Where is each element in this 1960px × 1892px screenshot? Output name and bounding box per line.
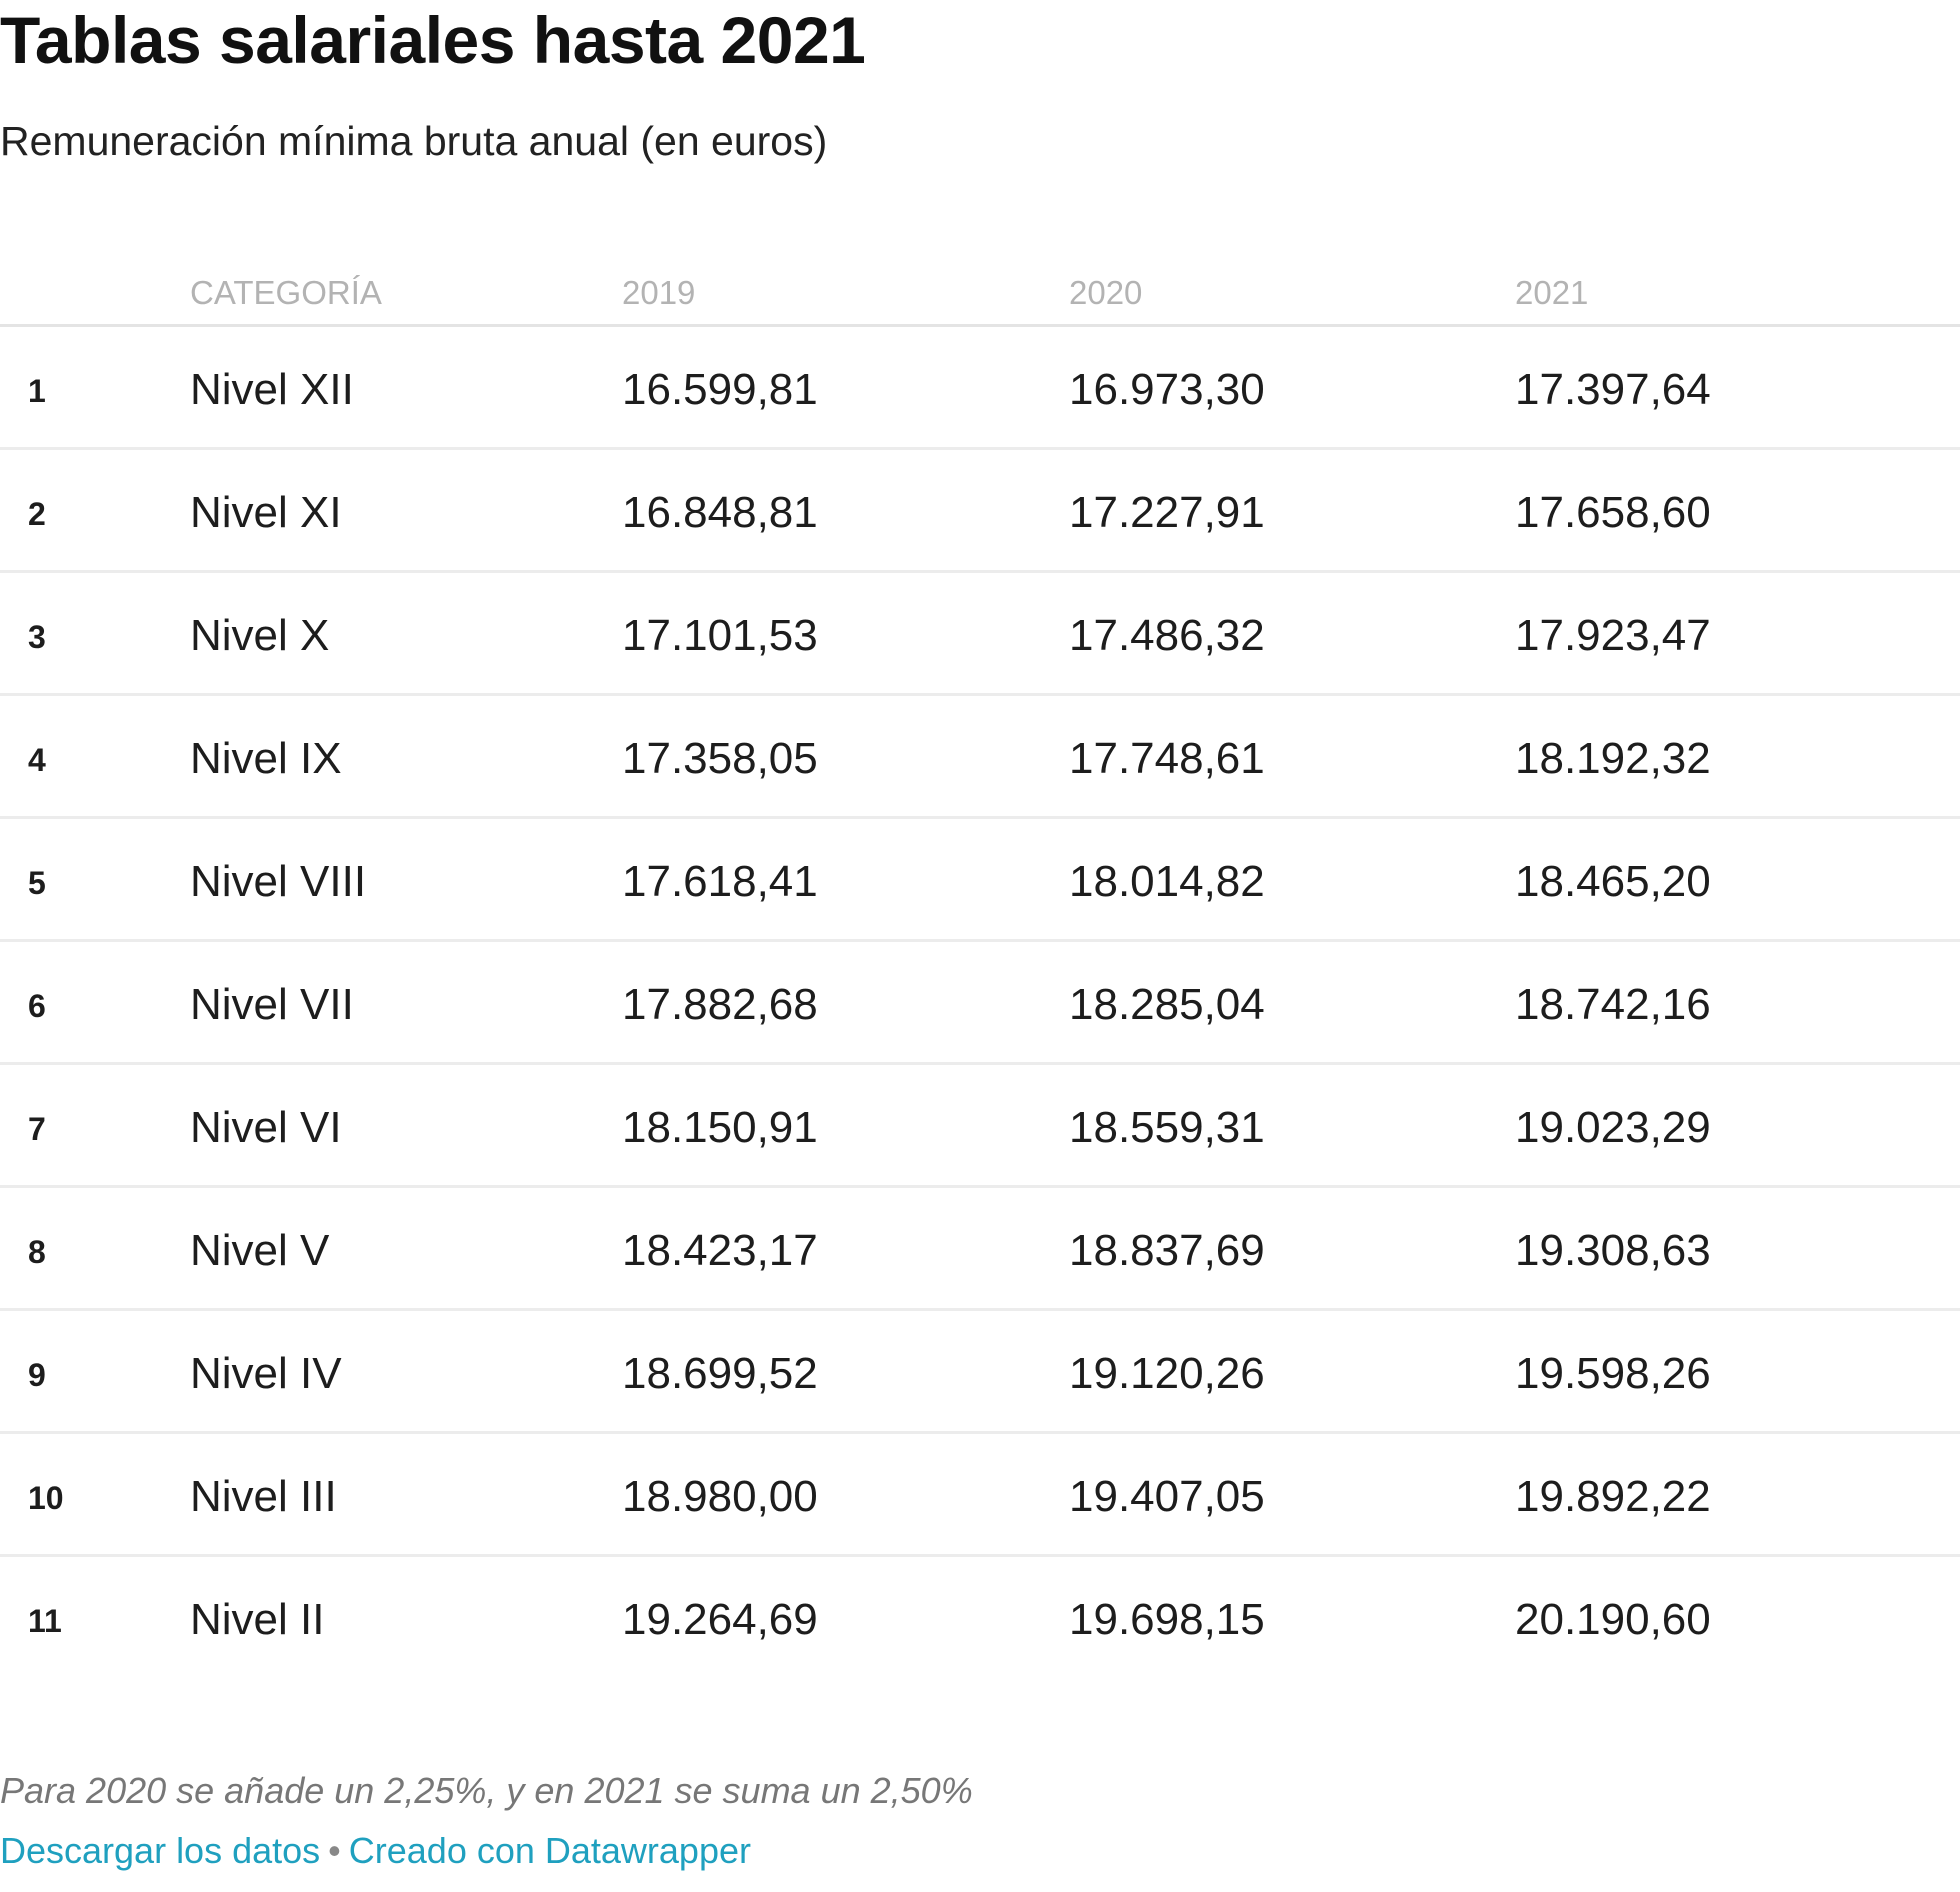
- salary-table: CATEGORÍA 2019 2020 2021 1 Nivel XII 16.59…: [0, 262, 1960, 1677]
- value-2021-cell: 18.192,32: [1515, 734, 1711, 783]
- category-cell: Nivel VII: [190, 980, 354, 1029]
- category-cell: Nivel IV: [190, 1349, 342, 1398]
- datawrapper-credit-link[interactable]: Creado con Datawrapper: [348, 1830, 751, 1871]
- table-row: 10 Nivel III 18.980,00 19.407,05 19.892,22: [0, 1434, 1960, 1557]
- separator: •: [328, 1830, 341, 1871]
- value-2020-cell: 19.120,26: [1069, 1349, 1265, 1398]
- category-cell: Nivel XII: [190, 365, 354, 414]
- value-2019-cell: 18.980,00: [622, 1472, 818, 1521]
- table-row: 9 Nivel IV 18.699,52 19.120,26 19.598,26: [0, 1311, 1960, 1434]
- value-2019-cell: 17.101,53: [622, 611, 818, 660]
- table-row: 1 Nivel XII 16.599,81 16.973,30 17.397,64: [0, 327, 1960, 450]
- category-cell: Nivel III: [190, 1472, 337, 1521]
- table-row: 3 Nivel X 17.101,53 17.486,32 17.923,47: [0, 573, 1960, 696]
- value-2019-cell: 17.882,68: [622, 980, 818, 1029]
- value-2021-cell: 18.465,20: [1515, 857, 1711, 906]
- table-row: 6 Nivel VII 17.882,68 18.285,04 18.742,16: [0, 942, 1960, 1065]
- value-2021-cell: 17.397,64: [1515, 365, 1711, 414]
- value-2019-cell: 18.150,91: [622, 1103, 818, 1152]
- value-2019-cell: 18.423,17: [622, 1226, 818, 1275]
- category-cell: Nivel IX: [190, 734, 342, 783]
- value-2021-cell: 19.023,29: [1515, 1103, 1711, 1152]
- page-subtitle: Remuneración mínima bruta anual (en euro…: [0, 118, 828, 164]
- value-2021-cell: 17.658,60: [1515, 488, 1711, 537]
- column-header-2019[interactable]: 2019: [622, 274, 696, 311]
- page-title: Tablas salariales hasta 2021: [0, 3, 866, 77]
- row-number: 10: [28, 1480, 64, 1516]
- row-number: 9: [28, 1357, 46, 1393]
- table-row: 8 Nivel V 18.423,17 18.837,69 19.308,63: [0, 1188, 1960, 1311]
- value-2020-cell: 17.227,91: [1069, 488, 1265, 537]
- value-2021-cell: 19.892,22: [1515, 1472, 1711, 1521]
- value-2021-cell: 18.742,16: [1515, 980, 1711, 1029]
- value-2020-cell: 19.698,15: [1069, 1595, 1265, 1644]
- value-2021-cell: 19.598,26: [1515, 1349, 1711, 1398]
- row-number: 3: [28, 619, 46, 655]
- row-number: 2: [28, 496, 46, 532]
- value-2020-cell: 19.407,05: [1069, 1472, 1265, 1521]
- value-2019-cell: 16.599,81: [622, 365, 818, 414]
- table-row: 11 Nivel II 19.264,69 19.698,15 20.190,60: [0, 1557, 1960, 1677]
- row-number: 5: [28, 865, 46, 901]
- category-cell: Nivel II: [190, 1595, 325, 1644]
- value-2019-cell: 18.699,52: [622, 1349, 818, 1398]
- row-number: 7: [28, 1111, 46, 1147]
- value-2020-cell: 18.014,82: [1069, 857, 1265, 906]
- table-row: 5 Nivel VIII 17.618,41 18.014,82 18.465,20: [0, 819, 1960, 942]
- column-header-2021[interactable]: 2021: [1515, 274, 1589, 311]
- download-data-link[interactable]: Descargar los datos: [0, 1830, 321, 1871]
- column-header-category[interactable]: CATEGORÍA: [190, 274, 382, 311]
- table-row: 7 Nivel VI 18.150,91 18.559,31 19.023,29: [0, 1065, 1960, 1188]
- category-cell: Nivel VIII: [190, 857, 367, 906]
- footer-links: Descargar los datos • Creado con Datawrapp…: [0, 1830, 751, 1872]
- row-number: 1: [28, 373, 46, 409]
- value-2020-cell: 17.486,32: [1069, 611, 1265, 660]
- category-cell: Nivel X: [190, 611, 330, 660]
- value-2019-cell: 17.618,41: [622, 857, 818, 906]
- value-2020-cell: 18.285,04: [1069, 980, 1265, 1029]
- value-2019-cell: 19.264,69: [622, 1595, 818, 1644]
- row-number: 11: [28, 1603, 62, 1639]
- value-2020-cell: 18.559,31: [1069, 1103, 1265, 1152]
- row-number: 8: [28, 1234, 46, 1270]
- value-2021-cell: 17.923,47: [1515, 611, 1711, 660]
- category-cell: Nivel V: [190, 1226, 330, 1275]
- value-2020-cell: 17.748,61: [1069, 734, 1265, 783]
- value-2020-cell: 18.837,69: [1069, 1226, 1265, 1275]
- value-2021-cell: 19.308,63: [1515, 1226, 1711, 1275]
- value-2021-cell: 20.190,60: [1515, 1595, 1711, 1644]
- value-2019-cell: 16.848,81: [622, 488, 818, 537]
- row-number: 4: [28, 742, 46, 778]
- value-2020-cell: 16.973,30: [1069, 365, 1265, 414]
- footnote: Para 2020 se añade un 2,25%, y en 2021 s…: [0, 1770, 973, 1811]
- category-cell: Nivel XI: [190, 488, 342, 537]
- table-row: 2 Nivel XI 16.848,81 17.227,91 17.658,60: [0, 450, 1960, 573]
- value-2019-cell: 17.358,05: [622, 734, 818, 783]
- column-header-2020[interactable]: 2020: [1069, 274, 1143, 311]
- category-cell: Nivel VI: [190, 1103, 342, 1152]
- table-header-row: CATEGORÍA 2019 2020 2021: [0, 262, 1960, 327]
- table-row: 4 Nivel IX 17.358,05 17.748,61 18.192,32: [0, 696, 1960, 819]
- row-number: 6: [28, 988, 46, 1024]
